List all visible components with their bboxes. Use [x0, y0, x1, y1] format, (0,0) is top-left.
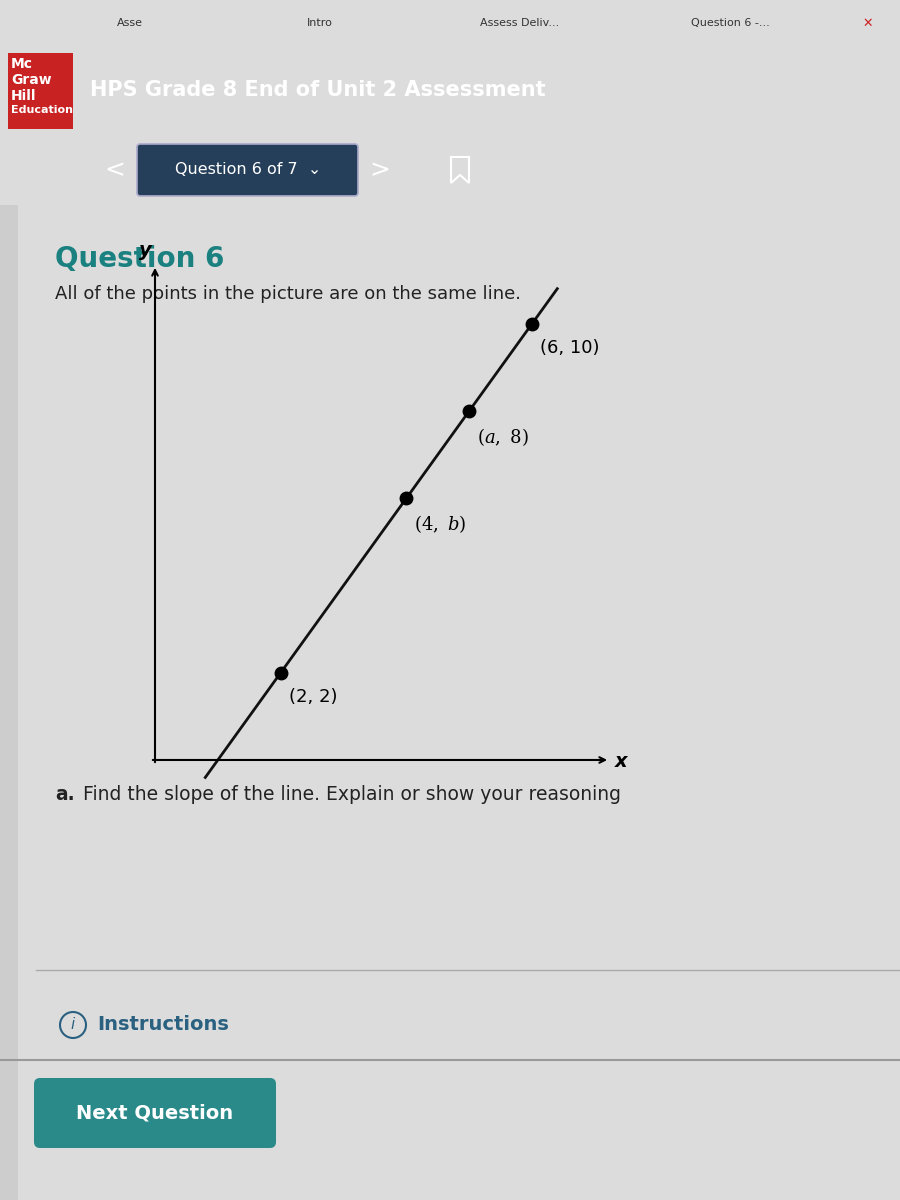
Text: $(a,\ 8)$: $(a,\ 8)$	[477, 426, 529, 448]
FancyBboxPatch shape	[0, 205, 18, 1200]
Text: i: i	[71, 1018, 75, 1032]
Text: a.: a.	[55, 785, 75, 804]
Text: HPS Grade 8 End of Unit 2 Assessment: HPS Grade 8 End of Unit 2 Assessment	[90, 80, 545, 100]
FancyBboxPatch shape	[34, 1078, 276, 1148]
Text: Graw: Graw	[11, 73, 51, 86]
Text: >: >	[370, 158, 391, 182]
Text: Hill: Hill	[11, 89, 37, 103]
Text: $(4,\ b)$: $(4,\ b)$	[414, 514, 467, 535]
Text: All of the points in the picture are on the same line.: All of the points in the picture are on …	[55, 284, 521, 302]
Text: Question 6 of 7  ⌄: Question 6 of 7 ⌄	[175, 162, 321, 178]
Text: Instructions: Instructions	[97, 1015, 229, 1034]
Text: (6, 10): (6, 10)	[540, 338, 599, 356]
Text: Asse: Asse	[117, 18, 143, 28]
Text: Education: Education	[11, 104, 73, 115]
Text: y: y	[139, 241, 151, 260]
Text: <: <	[104, 158, 125, 182]
Text: x: x	[615, 752, 627, 772]
Text: Question 6: Question 6	[55, 245, 224, 272]
Text: Assess Deliv...: Assess Deliv...	[481, 18, 560, 28]
Text: Next Question: Next Question	[76, 1104, 234, 1122]
Text: Intro: Intro	[307, 18, 333, 28]
FancyBboxPatch shape	[137, 144, 358, 196]
FancyBboxPatch shape	[8, 53, 73, 128]
Text: ✕: ✕	[863, 17, 873, 30]
Text: Mc: Mc	[11, 56, 33, 71]
Text: Find the slope of the line. Explain or show your reasoning: Find the slope of the line. Explain or s…	[77, 785, 621, 804]
Text: Question 6 -...: Question 6 -...	[690, 18, 770, 28]
Text: (2, 2): (2, 2)	[289, 688, 338, 706]
